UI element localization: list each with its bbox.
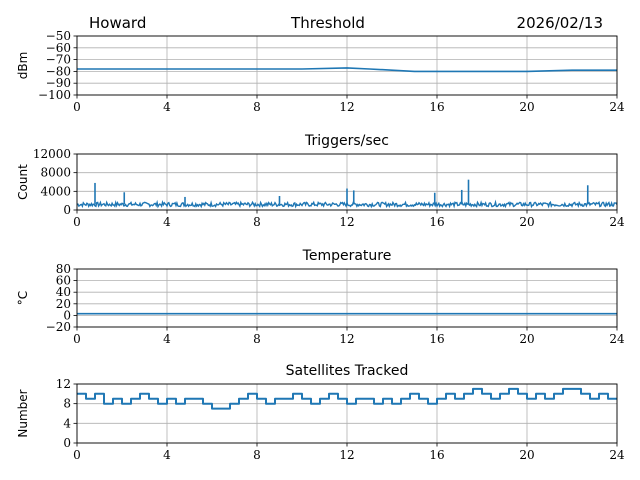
x-tick-label: 0 [73, 215, 81, 229]
x-tick-label: 24 [609, 215, 625, 229]
x-tick-label: 16 [429, 215, 444, 229]
satellites-panel: Satellites Tracked 0 4 8 12 16 20 24 0 4 8 12 Number [16, 363, 625, 462]
y-tick-label: −80 [46, 64, 71, 78]
threshold-title: Threshold [290, 14, 365, 32]
chart-title: Satellites Tracked [286, 363, 409, 379]
x-tick-label: 0 [73, 332, 81, 346]
date-label: 2026/02/13 [517, 14, 603, 32]
x-tick-label: 4 [163, 100, 171, 114]
x-tick-label: 8 [253, 332, 261, 346]
x-tick-label: 16 [429, 448, 444, 462]
x-tick-label: 0 [73, 100, 81, 114]
y-tick-label: 20 [56, 297, 71, 311]
x-tick-label: 20 [519, 100, 534, 114]
y-tick-label: 0 [63, 203, 71, 217]
x-tick-label: 8 [253, 100, 261, 114]
x-tick-label: 4 [163, 332, 171, 346]
x-tick-label: 20 [519, 448, 534, 462]
threshold-panel: 0 4 8 12 16 20 24 −100−90−80−70−60−50 dBm [16, 29, 625, 114]
y-tick-label: 8000 [40, 166, 71, 180]
y-tick-label: 8 [63, 397, 71, 411]
y-axis-label: dBm [16, 52, 30, 80]
y-tick-label: −50 [46, 29, 71, 43]
x-tick-label: 12 [339, 215, 354, 229]
x-tick-label: 20 [519, 215, 534, 229]
x-tick-label: 12 [339, 332, 354, 346]
plot-area [77, 67, 617, 73]
plot-area [77, 387, 617, 410]
x-tick-label: 12 [339, 448, 354, 462]
y-tick-label: 12 [56, 377, 71, 391]
axes-frame [76, 35, 618, 96]
x-tick-label: 8 [253, 448, 261, 462]
site-name: Howard [89, 14, 146, 32]
x-tick-label: 20 [519, 332, 534, 346]
y-tick-label: −70 [46, 53, 71, 67]
y-tick-label: −100 [38, 88, 71, 102]
y-tick-label: 4000 [40, 184, 71, 198]
series-line [77, 67, 617, 73]
axes-frame [76, 153, 618, 211]
y-tick-label: 60 [56, 274, 71, 288]
y-tick-label: 40 [56, 285, 71, 299]
x-tick-label: 8 [253, 215, 261, 229]
y-tick-label: 4 [63, 416, 71, 430]
y-tick-label: −60 [46, 41, 71, 55]
x-tick-label: 4 [163, 448, 171, 462]
x-tick-label: 16 [429, 100, 444, 114]
triggers-panel: Triggers/sec 0 4 8 12 16 20 24 0 4000 8000 12000Cou… [16, 133, 625, 229]
axes-frame [76, 268, 618, 328]
axes-frame [76, 383, 618, 444]
x-tick-label: 16 [429, 332, 444, 346]
plot-area [77, 179, 617, 209]
x-tick-label: 0 [73, 448, 81, 462]
x-tick-label: 4 [163, 215, 171, 229]
series-line [77, 387, 617, 410]
y-tick-label: 0 [63, 436, 71, 450]
y-tick-label: 0 [63, 308, 71, 322]
y-axis-label: Count [16, 164, 30, 200]
x-tick-label: 24 [609, 100, 625, 114]
chart-title: Temperature [302, 248, 392, 264]
x-tick-label: 24 [609, 448, 625, 462]
y-tick-label: 12000 [33, 147, 71, 161]
chart-title: Triggers/sec [304, 133, 389, 149]
x-tick-label: 24 [609, 332, 625, 346]
y-tick-label: −20 [46, 320, 71, 334]
y-tick-label: −90 [46, 76, 71, 90]
x-tick-label: 12 [339, 100, 354, 114]
y-axis-label: Number [16, 389, 30, 437]
y-axis-label: °C [16, 291, 30, 305]
y-tick-label: 80 [56, 262, 71, 276]
